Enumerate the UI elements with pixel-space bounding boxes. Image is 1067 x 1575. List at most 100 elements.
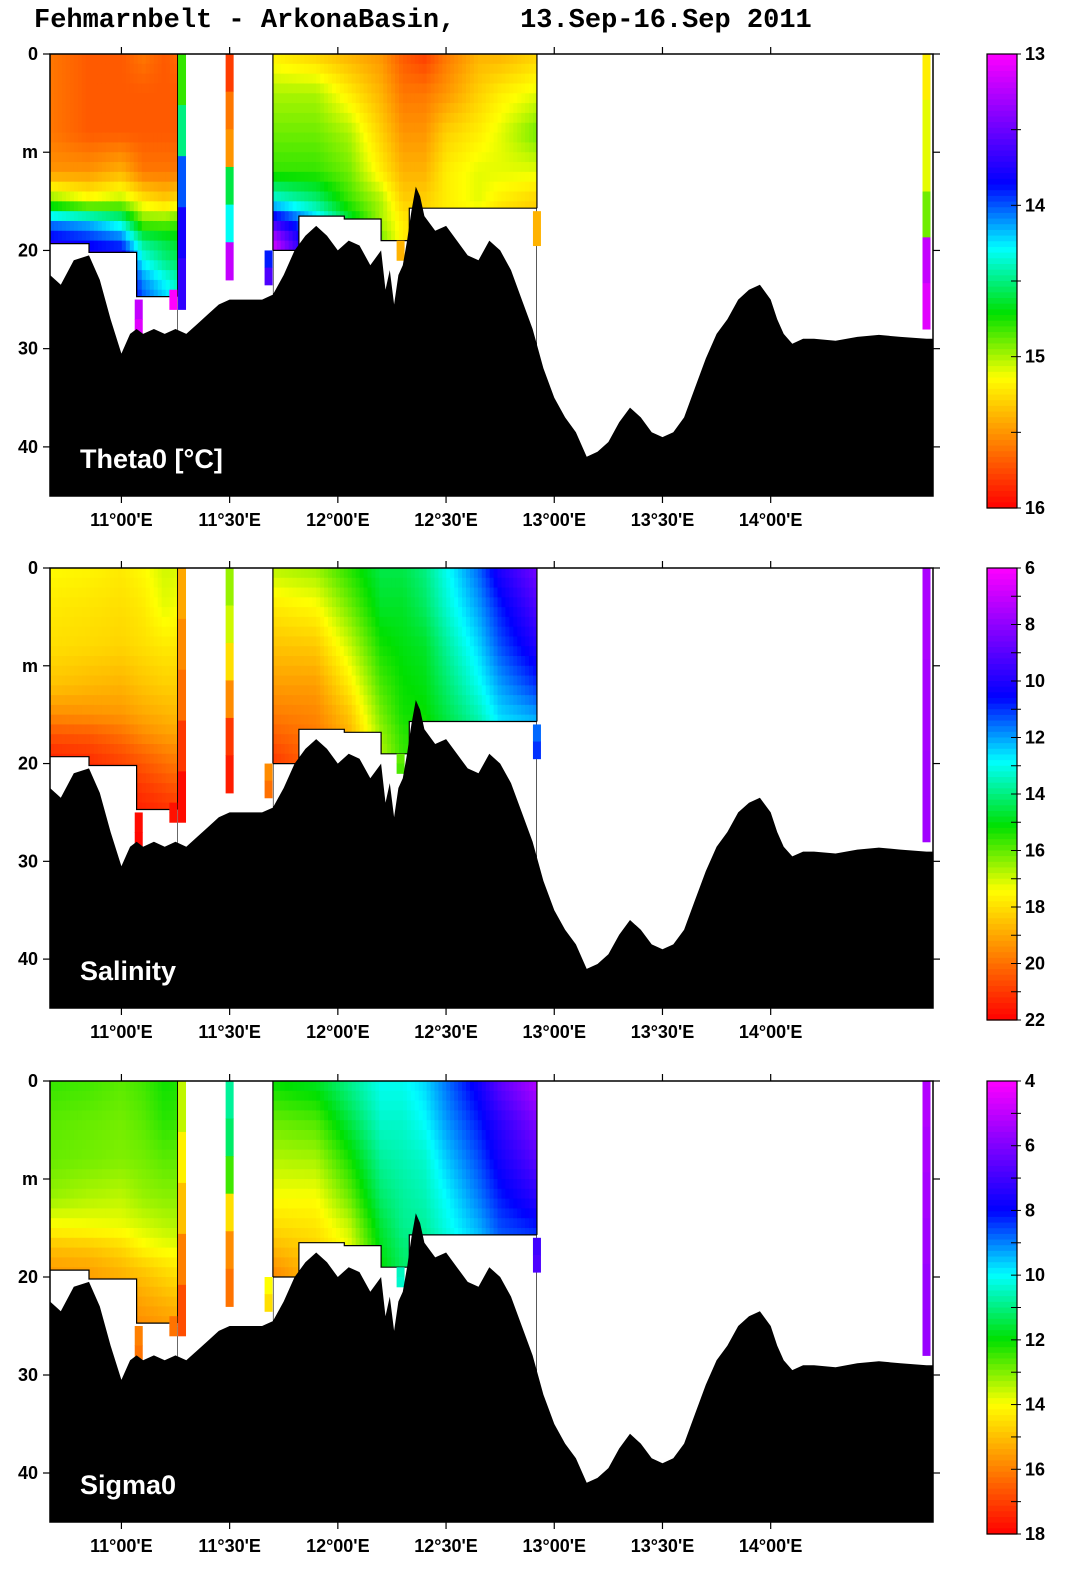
field-cell <box>473 93 479 104</box>
field-cell <box>430 112 436 124</box>
field-cell <box>69 142 75 153</box>
field-cell <box>458 63 463 75</box>
field-cell <box>89 191 95 202</box>
colorbar-cell <box>987 451 1017 458</box>
field-cell <box>292 704 298 716</box>
field-cell <box>81 577 87 589</box>
field-cell <box>355 675 361 686</box>
field-cell <box>137 724 143 735</box>
field-cell <box>509 152 514 163</box>
field-cell <box>497 201 503 212</box>
field-cell <box>149 93 155 104</box>
field-cell <box>57 83 63 94</box>
field-cell <box>351 665 357 677</box>
field-cell <box>316 704 321 716</box>
field-cell <box>65 704 71 716</box>
field-cell <box>101 724 107 735</box>
field-cell <box>61 132 67 143</box>
field-cell <box>149 626 155 638</box>
field-cell <box>69 568 75 579</box>
field-cell <box>367 83 373 94</box>
field-cell <box>517 201 522 212</box>
field-cell <box>418 656 424 667</box>
field-cell <box>450 568 455 579</box>
field-cell <box>121 646 127 657</box>
field-cell <box>335 685 341 696</box>
field-cell <box>351 636 357 647</box>
field-cell <box>454 201 459 212</box>
field-cell <box>387 162 392 173</box>
field-cell <box>280 171 286 183</box>
field-cell <box>312 132 317 143</box>
field-cell <box>414 122 420 134</box>
field-cell <box>316 597 321 608</box>
field-cell <box>284 744 290 755</box>
field-cell <box>300 695 306 706</box>
field-cell <box>61 626 67 638</box>
field-cell <box>454 142 459 153</box>
field-cell <box>145 201 151 212</box>
field-cell <box>57 646 63 657</box>
field-cell <box>505 63 510 75</box>
field-cell <box>284 616 290 628</box>
field-cell <box>391 230 396 242</box>
field-cell <box>149 734 155 745</box>
field-cell <box>137 656 143 667</box>
field-cell <box>97 607 103 618</box>
field-cell <box>276 675 282 686</box>
field-cell <box>85 734 91 745</box>
field-cell <box>375 695 380 706</box>
field-cell <box>129 230 135 242</box>
field-cell <box>173 675 179 686</box>
field-cell <box>454 181 459 193</box>
field-cell <box>296 568 302 579</box>
field-cell <box>61 54 67 65</box>
field-cell <box>73 685 79 696</box>
field-cell <box>145 132 151 143</box>
field-cell <box>101 577 107 589</box>
field-cell <box>157 802 163 814</box>
field-cell <box>418 63 424 75</box>
field-cell <box>173 773 179 784</box>
field-cell <box>284 646 290 657</box>
field-cell <box>406 714 412 726</box>
field-cell <box>117 240 123 252</box>
field-cell <box>109 675 115 686</box>
colorbar-cell <box>987 388 1017 396</box>
field-cell <box>450 191 455 202</box>
field-cell <box>145 279 151 291</box>
field-cell <box>157 250 163 261</box>
field-cell <box>61 142 67 153</box>
field-cell <box>383 201 388 212</box>
field-cell <box>272 103 278 114</box>
field-cell <box>113 181 119 193</box>
field-cell <box>521 181 526 193</box>
field-cell <box>53 587 59 598</box>
field-cell <box>387 665 392 677</box>
field-cell <box>406 83 412 94</box>
field-cell <box>379 685 384 696</box>
field-cell <box>292 665 298 677</box>
field-cell <box>355 103 361 114</box>
field-cell <box>434 93 440 104</box>
field-cell <box>145 230 151 242</box>
field-cell <box>363 211 369 222</box>
field-cell <box>169 763 175 774</box>
field-cell <box>169 162 175 173</box>
field-cell <box>304 122 309 134</box>
colorbar-cell <box>987 332 1017 339</box>
field-cell <box>402 626 408 638</box>
field-cell <box>173 250 179 261</box>
field-cell <box>473 587 479 598</box>
field-cell <box>332 122 337 134</box>
field-cell <box>513 103 518 114</box>
field-cell <box>466 83 471 94</box>
profile-segment <box>264 250 273 269</box>
field-cell <box>458 112 463 124</box>
field-cell <box>304 616 309 628</box>
field-cell <box>391 171 396 183</box>
field-cell <box>57 73 63 85</box>
field-cell <box>169 636 175 647</box>
field-cell <box>328 675 333 686</box>
field-cell <box>109 63 115 75</box>
